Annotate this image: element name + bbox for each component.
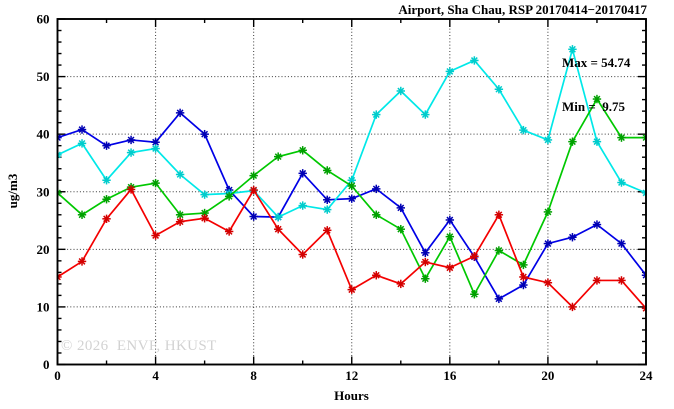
watermark: © 2026 ENVF, HKUST	[61, 338, 217, 354]
series-green	[57, 94, 647, 299]
x-tick-label: 24	[640, 368, 654, 383]
chart-title: Airport, Sha Chau, RSP 20170414−20170417	[398, 2, 647, 17]
x-tick-label: 12	[345, 368, 358, 383]
min-value-line: Min = 9.75	[562, 98, 626, 114]
y-axis-label-text: ug/m3	[5, 173, 20, 209]
y-tick-label: 60	[37, 12, 50, 27]
x-tick-labels: 0 4 8 12 16 20 24	[54, 368, 653, 383]
y-tick-labels: 0 10 20 30 40 50 60	[37, 12, 50, 373]
y-tick-label: 40	[37, 127, 50, 142]
y-tick-label: 20	[37, 242, 50, 257]
y-tick-label: 30	[37, 184, 50, 199]
x-tick-label: 16	[443, 368, 457, 383]
y-tick-label: 50	[37, 69, 50, 84]
series-red	[57, 185, 647, 313]
y-tick-label: 0	[43, 357, 50, 372]
max-value-line: Max = 54.74	[562, 55, 631, 70]
x-tick-label: 4	[152, 368, 159, 383]
maxmin-annotation: Max = 54.74 Min = 9.75	[562, 27, 630, 143]
series-red-markers	[57, 185, 647, 313]
x-tick-label: 20	[541, 368, 554, 383]
y-tick-label: 10	[37, 299, 50, 314]
plot-frame	[56, 18, 647, 366]
x-tick-label: 8	[250, 368, 257, 383]
x-axis-label: Hours	[334, 388, 369, 403]
series-green-markers	[57, 94, 647, 299]
x-tick-label: 0	[54, 368, 61, 383]
gridlines	[57, 19, 646, 365]
